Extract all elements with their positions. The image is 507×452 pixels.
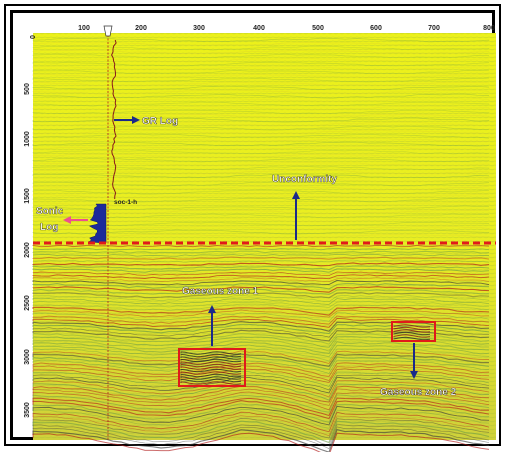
gaseous-zone-1-label: Gaseous zone 1 [182,286,259,297]
gaseous-zone-1-box [178,348,246,387]
arrow-left-icon [63,216,71,224]
unconformity-label: Unconformity [272,174,337,185]
arrow-down-icon [410,371,418,379]
gaseous-zone-1-annotation: Gaseous zone 1 [182,286,259,346]
y-tick-label: 3000 [24,349,31,365]
sonic-log-annotation: Sonic Log [36,206,88,233]
gr-log-annotation: GR Log [114,116,178,127]
arrow-right-icon [132,116,140,124]
gaseous-zone-2-annotation: Gaseous zone 2 [380,343,457,398]
x-tick-label: 500 [312,25,324,32]
y-tick-label: 1500 [24,188,31,204]
gr-log-trace [111,39,117,200]
x-tick-label: 200 [135,25,147,32]
gaseous-zone-2-box [391,321,436,342]
seismic-reflectors [32,37,490,452]
sonic-log-trace [87,203,107,244]
y-tick-label: 3500 [24,402,31,418]
x-tick-label: 600 [370,25,382,32]
y-axis: 0 500 1000 1500 2000 2500 3000 3500 [24,35,37,418]
x-tick-label: 400 [253,25,265,32]
x-axis: 100 200 300 400 500 600 700 800 [78,25,495,32]
sonic-log-label-line2: Log [40,222,58,233]
gaseous-zone-2-label: Gaseous zone 2 [380,387,457,398]
y-tick-label: 2000 [24,242,31,258]
y-tick-label: 2500 [24,295,31,311]
x-tick-label: 700 [428,25,440,32]
y-tick-label: 0 [30,35,37,39]
x-tick-label: 100 [78,25,90,32]
well-logs: soc-1-h [87,25,137,440]
well-header-icon [103,25,113,37]
x-tick-label: 300 [193,25,205,32]
arrow-up-icon [292,191,300,199]
well-name-label: soc-1-h [114,199,137,206]
gr-log-label: GR Log [142,116,178,127]
y-tick-label: 1000 [24,131,31,147]
unconformity-annotation: Unconformity [272,174,338,240]
arrow-up-icon [208,305,216,313]
sonic-log-label-line1: Sonic [36,206,64,217]
y-tick-label: 500 [24,83,31,95]
x-tick-label: 800 [483,25,495,32]
